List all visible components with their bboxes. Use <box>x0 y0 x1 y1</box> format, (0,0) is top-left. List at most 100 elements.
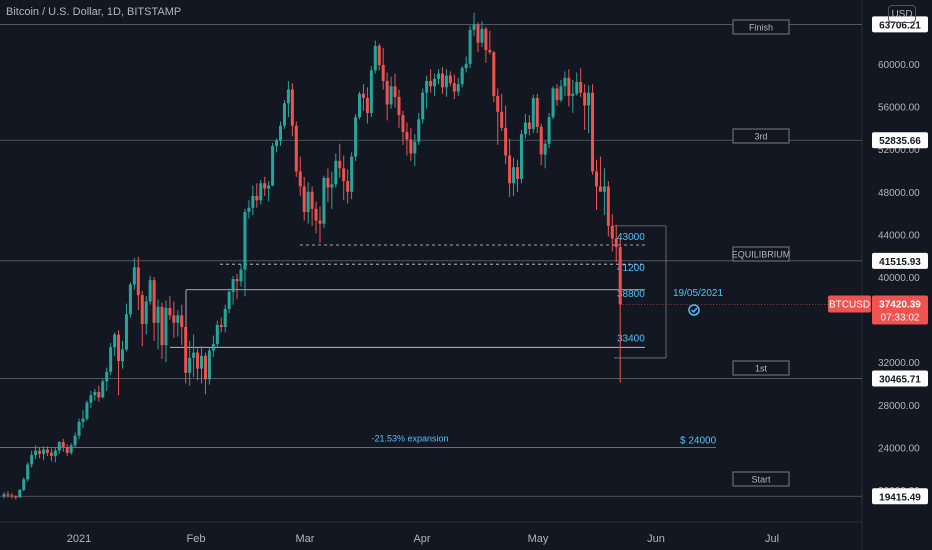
candle-body <box>456 84 460 92</box>
candle-body <box>334 160 338 185</box>
candle-body <box>184 327 188 373</box>
candle-body <box>373 45 377 71</box>
candle-body <box>286 89 290 104</box>
countdown-label: 07:33:02 <box>881 312 920 323</box>
candle-body <box>34 450 38 455</box>
candle-body <box>547 117 551 144</box>
candle-body <box>567 77 571 96</box>
candle-body <box>310 191 314 209</box>
target-label: $ 24000 <box>680 435 717 446</box>
candle-body <box>132 267 136 285</box>
candle-body <box>267 185 271 189</box>
y-tick-label: 44000.00 <box>878 230 920 241</box>
candle-body <box>211 344 215 351</box>
candle-body <box>496 95 500 112</box>
level-price-label: 19415.49 <box>879 492 921 503</box>
zone-label: 1st <box>755 364 768 374</box>
candle-body <box>57 442 61 451</box>
candle-body <box>148 280 152 302</box>
y-tick-label: 56000.00 <box>878 103 920 114</box>
candle-body <box>338 160 342 169</box>
candle-body <box>472 24 476 30</box>
candle-body <box>448 75 452 84</box>
candle-body <box>93 392 97 396</box>
candle-body <box>587 92 591 106</box>
candle-body <box>539 126 543 155</box>
candle-body <box>591 92 595 172</box>
candle-body <box>223 308 227 328</box>
candle-body <box>22 479 26 491</box>
candle-body <box>508 155 512 184</box>
candle-body <box>81 418 85 422</box>
currency-button[interactable]: USD <box>888 5 916 23</box>
candle-body <box>105 371 109 382</box>
y-tick-label: 48000.00 <box>878 188 920 199</box>
expansion-label: -21.53% expansion <box>371 433 448 443</box>
zone-label: EQUILIBRIUM <box>732 250 791 260</box>
candle-body <box>393 86 397 97</box>
zone-label: 3rd <box>754 132 767 142</box>
candle-body <box>314 208 318 221</box>
check-icon <box>688 304 700 316</box>
level-price-label: 63706.21 <box>879 20 921 31</box>
candle-body <box>326 177 330 188</box>
zone-box <box>732 246 790 262</box>
candle-body <box>121 349 124 362</box>
candle-body <box>480 28 484 43</box>
x-tick-label: Apr <box>413 533 430 545</box>
candle-body <box>188 357 192 373</box>
candle-body <box>516 167 519 179</box>
candle-body <box>42 449 45 454</box>
candle-body <box>196 352 200 369</box>
candle-body <box>488 50 492 53</box>
candle-body <box>354 117 358 157</box>
y-tick-label: 52000.00 <box>878 145 920 156</box>
candle-body <box>555 88 559 101</box>
candle-body <box>239 269 243 282</box>
candle-body <box>429 80 433 87</box>
candle-body <box>369 70 373 113</box>
candle-body <box>413 141 417 154</box>
zone-label: Finish <box>749 23 773 33</box>
candle-body <box>203 355 207 380</box>
candle-body <box>598 186 602 192</box>
candle-body <box>18 490 22 498</box>
candle-body <box>235 279 239 282</box>
candle-body <box>124 314 128 350</box>
candle-body <box>444 75 448 88</box>
candle-body <box>468 29 472 64</box>
y-tick-label: 24000.00 <box>878 443 920 454</box>
candle-body <box>89 395 93 403</box>
candle-body <box>215 324 219 345</box>
y-tick-label: 28000.00 <box>878 401 920 412</box>
level-price-tag <box>872 370 928 387</box>
candle-body <box>452 83 456 92</box>
candle-body <box>243 211 247 270</box>
price-level-label: 41200 <box>617 263 645 274</box>
candle-body <box>571 93 575 96</box>
candle-body <box>302 186 306 212</box>
candle-body <box>113 334 117 348</box>
candle-body <box>523 122 527 135</box>
candle-body <box>551 88 555 118</box>
candle-body <box>14 496 18 498</box>
level-price-label: 41515.93 <box>879 257 921 268</box>
candle-body <box>247 207 251 212</box>
zone-box <box>732 471 790 487</box>
candle-body <box>53 450 57 456</box>
zone-label: Start <box>751 475 771 485</box>
x-tick-label: Feb <box>187 533 206 545</box>
candle-body <box>275 140 279 146</box>
candle-body <box>318 220 322 224</box>
candle-body <box>484 28 488 51</box>
candle-body <box>595 171 598 187</box>
candle-body <box>227 291 231 309</box>
candle-body <box>579 82 583 93</box>
candle-body <box>409 139 413 154</box>
candle-body <box>437 73 440 79</box>
candle-body <box>2 494 6 497</box>
y-tick-label: 40000.00 <box>878 273 920 284</box>
candle-body <box>271 145 275 186</box>
candle-body <box>26 464 30 480</box>
